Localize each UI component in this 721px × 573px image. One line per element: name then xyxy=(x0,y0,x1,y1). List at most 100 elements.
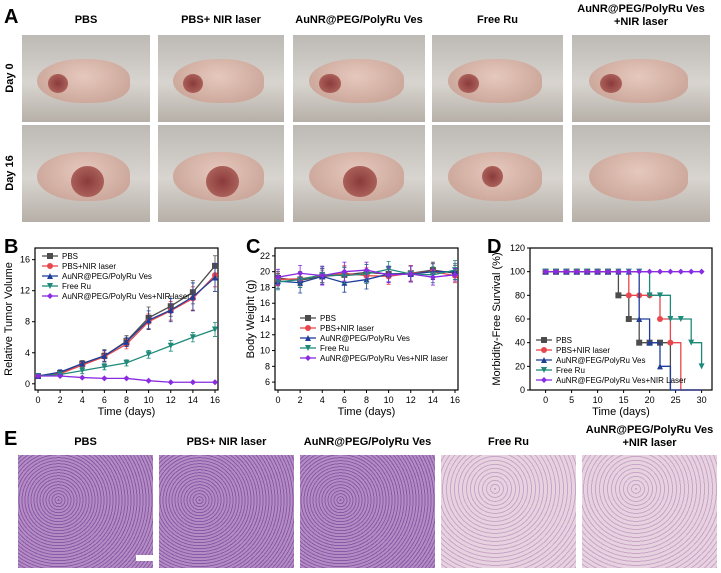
data-point xyxy=(625,268,632,275)
x-tick-label: 20 xyxy=(645,395,655,405)
row-label: Day 0 xyxy=(4,62,16,93)
data-point xyxy=(79,374,86,381)
y-tick-label: 100 xyxy=(510,267,525,277)
x-tick-label: 8 xyxy=(124,395,129,405)
data-point xyxy=(667,316,674,322)
data-point xyxy=(688,339,695,346)
data-point xyxy=(657,268,663,275)
scale-bar xyxy=(136,555,158,561)
y-tick-label: 120 xyxy=(510,243,525,253)
mouse-photo xyxy=(293,35,425,122)
x-tick-label: 10 xyxy=(384,395,394,405)
data-point xyxy=(101,375,108,382)
data-point xyxy=(677,316,684,322)
data-point xyxy=(79,367,86,374)
x-tick-label: 6 xyxy=(102,395,107,405)
x-axis-label: Time (days) xyxy=(98,406,156,418)
legend-label: PBS+NIR laser xyxy=(62,262,116,271)
histology-image xyxy=(18,455,158,568)
column-header-a: AuNR@PEG/PolyRu Ves xyxy=(295,14,423,26)
legend-label: AuNR@PEG/PolyRu Ves+NIR laser xyxy=(62,292,190,301)
x-tick-label: 10 xyxy=(593,395,603,405)
x-tick-label: 0 xyxy=(275,395,280,405)
y-tick-label: 22 xyxy=(260,251,270,261)
x-tick-label: 12 xyxy=(166,395,176,405)
data-point xyxy=(212,326,218,333)
data-point xyxy=(429,274,436,281)
mouse-photo xyxy=(158,125,284,222)
data-point xyxy=(615,268,622,275)
mouse-photo xyxy=(158,35,284,122)
data-point xyxy=(605,268,611,275)
y-tick-label: 6 xyxy=(265,377,270,387)
legend-label: AuNR@FEG/PolyRu Ves+NIR Laser xyxy=(556,376,687,385)
legend-label: PBS xyxy=(556,336,572,345)
y-tick-label: 18 xyxy=(260,282,270,292)
data-point xyxy=(452,271,458,278)
column-header-a: PBS xyxy=(74,14,98,26)
x-tick-label: 0 xyxy=(35,395,40,405)
data-point xyxy=(407,271,414,278)
data-point xyxy=(657,363,663,370)
panel-label-c: C xyxy=(246,236,261,258)
legend-label: PBS+NIR laser xyxy=(556,346,610,355)
x-tick-label: 5 xyxy=(569,395,574,405)
legend-label: PBS xyxy=(62,252,78,261)
x-tick-label: 8 xyxy=(364,395,369,405)
data-point xyxy=(363,267,370,274)
y-tick-label: 12 xyxy=(20,286,30,296)
data-point xyxy=(145,317,152,324)
mouse-image xyxy=(588,152,688,201)
data-point xyxy=(646,339,653,346)
series-4 xyxy=(275,261,458,361)
data-point xyxy=(212,274,218,281)
data-point xyxy=(688,268,695,275)
y-tick-label: 16 xyxy=(20,255,30,265)
mouse-photo xyxy=(22,35,150,122)
data-point xyxy=(167,342,174,349)
legend-label: AuNR@PEG/PolyRu Ves+NIR laser xyxy=(320,354,448,363)
data-point xyxy=(698,268,705,275)
column-header-e: Free Ru xyxy=(488,436,529,448)
column-header-e: PBS xyxy=(74,436,97,448)
data-point xyxy=(542,268,549,275)
y-tick-label: 14 xyxy=(260,314,270,324)
tumor-image xyxy=(70,165,104,197)
data-point xyxy=(615,292,622,299)
y-axis-label: Body Weight (g) xyxy=(245,280,257,359)
x-axis-label: Time (days) xyxy=(338,406,396,418)
histology-image xyxy=(159,455,294,568)
x-tick-label: 10 xyxy=(144,395,154,405)
histology-image xyxy=(441,455,576,568)
x-tick-label: 0 xyxy=(543,395,548,405)
legend-label: AuNR@PEG/PolyRu Ves xyxy=(320,334,410,343)
data-point xyxy=(573,268,580,275)
data-point xyxy=(145,377,152,384)
mouse-photo xyxy=(572,125,710,222)
mouse-photo xyxy=(22,125,150,222)
data-point xyxy=(625,292,632,299)
data-point xyxy=(636,339,643,346)
panel-label-e: E xyxy=(4,428,18,450)
series-line xyxy=(545,271,702,391)
x-tick-label: 16 xyxy=(450,395,460,405)
data-point xyxy=(677,268,684,275)
data-point xyxy=(657,292,663,299)
data-point xyxy=(636,316,643,322)
mouse-photo xyxy=(293,125,425,222)
data-point xyxy=(212,379,218,386)
y-tick-label: 8 xyxy=(265,361,270,371)
series-4 xyxy=(541,268,705,383)
data-point xyxy=(319,272,326,279)
data-point xyxy=(698,363,705,370)
x-tick-label: 4 xyxy=(320,395,325,405)
tumor-image xyxy=(458,74,480,94)
mouse-photo xyxy=(432,35,563,122)
tumor-image xyxy=(481,165,503,188)
legend-label: AuNR@PEG/PolyRu Ves xyxy=(62,272,152,281)
data-point xyxy=(625,316,632,322)
legend-label: Free Ru xyxy=(320,344,349,353)
legend-label: Free Ru xyxy=(556,366,585,375)
